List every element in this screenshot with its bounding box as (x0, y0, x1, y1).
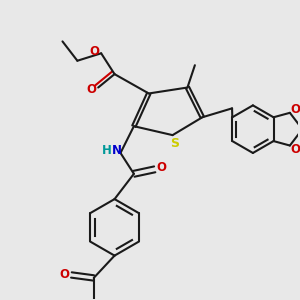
Text: O: O (59, 268, 69, 281)
Text: H: H (102, 144, 112, 157)
Text: O: O (90, 45, 100, 58)
Text: N: N (112, 144, 122, 157)
Text: O: O (156, 161, 166, 174)
Text: S: S (170, 137, 179, 150)
Text: O: O (87, 82, 97, 95)
Text: O: O (290, 103, 300, 116)
Text: O: O (290, 142, 300, 156)
